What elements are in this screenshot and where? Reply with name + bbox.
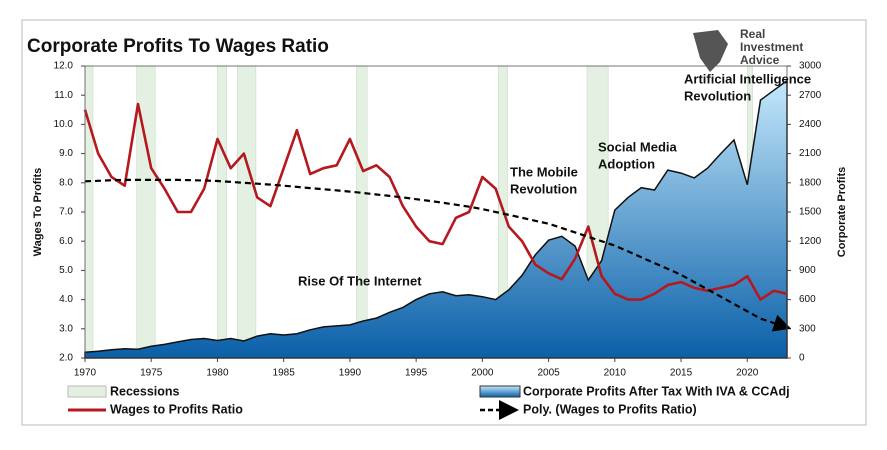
x-tick-label: 2010 — [604, 368, 627, 379]
annotation: Revolution — [684, 88, 751, 103]
legend-label: Corporate Profits After Tax With IVA & C… — [523, 384, 790, 398]
y-tick-label: 10.0 — [54, 119, 74, 130]
chart-title: Corporate Profits To Wages Ratio — [27, 36, 329, 57]
legend: Recessions Corporate Profits After Tax Wi… — [67, 384, 790, 420]
y2-tick-label: 600 — [799, 294, 816, 305]
y-tick-label: 9.0 — [59, 148, 73, 159]
y2-tick-label: 2700 — [799, 90, 822, 101]
logo-text: Real — [740, 27, 765, 41]
recession-band — [217, 65, 228, 359]
x-tick-label: 1980 — [206, 368, 229, 379]
y2-tick-label: 0 — [799, 353, 805, 364]
y-tick-label: 2.0 — [59, 353, 73, 364]
y-tick-label: 11.0 — [54, 90, 73, 101]
x-tick-label: 2005 — [537, 368, 560, 379]
legend-label: Wages to Profits Ratio — [110, 402, 243, 416]
y2-tick-label: 2100 — [799, 148, 822, 159]
y2-tick-label: 3000 — [799, 61, 822, 72]
y-tick-label: 5.0 — [59, 265, 73, 276]
x-tick-label: 1995 — [405, 368, 428, 379]
legend-swatch — [479, 385, 521, 398]
y2-tick-label: 900 — [799, 265, 816, 276]
line — [83, 102, 788, 301]
legend-swatch — [67, 385, 107, 398]
logo: Real Investment Advice — [693, 27, 803, 72]
plot-frame — [84, 65, 788, 359]
logo-text: Investment — [740, 40, 803, 54]
annotation: The Mobile — [510, 164, 578, 179]
x-tick-label: 2015 — [670, 368, 693, 379]
y2-tick-label: 300 — [799, 323, 816, 334]
x-tick-label: 1975 — [140, 368, 163, 379]
y-tick-label: 4.0 — [59, 294, 73, 305]
trend-line — [84, 178, 792, 332]
y-tick-label: 6.0 — [59, 236, 73, 247]
legend-label: Recessions — [110, 384, 180, 398]
annotation: Rise Of The Internet — [298, 273, 422, 288]
y-tick-label: 7.0 — [59, 207, 73, 218]
y2-tick-label: 2400 — [799, 119, 822, 130]
annotation: Revolution — [510, 181, 577, 196]
y-axis-label: Wages To Profits — [32, 168, 44, 257]
logo-text: Advice — [740, 53, 780, 67]
y2-tick-label: 1800 — [799, 177, 822, 188]
y2-axis-label: Corporate Profits — [836, 167, 848, 257]
annotation: Social Media — [598, 139, 678, 154]
recession-band — [237, 65, 257, 359]
x-tick-label: 1985 — [273, 368, 296, 379]
x-tick-label: 2020 — [736, 368, 759, 379]
y-tick-label: 3.0 — [59, 323, 73, 334]
logo-icon — [693, 30, 728, 72]
annotation: Adoption — [598, 156, 655, 171]
y2-tick-label: 1500 — [799, 207, 822, 218]
x-tick-label: 1970 — [74, 368, 97, 379]
y2-tick-label: 1200 — [799, 236, 822, 247]
recession-band — [356, 65, 368, 359]
y-tick-label: 8.0 — [59, 177, 73, 188]
annotation: Artificial Intelligence — [684, 71, 811, 86]
y-tick-label: 12.0 — [54, 61, 74, 72]
x-tick-label: 1990 — [339, 368, 362, 379]
x-tick-label: 2000 — [471, 368, 494, 379]
legend-label: Poly. (Wages to Profits Ratio) — [523, 402, 697, 416]
